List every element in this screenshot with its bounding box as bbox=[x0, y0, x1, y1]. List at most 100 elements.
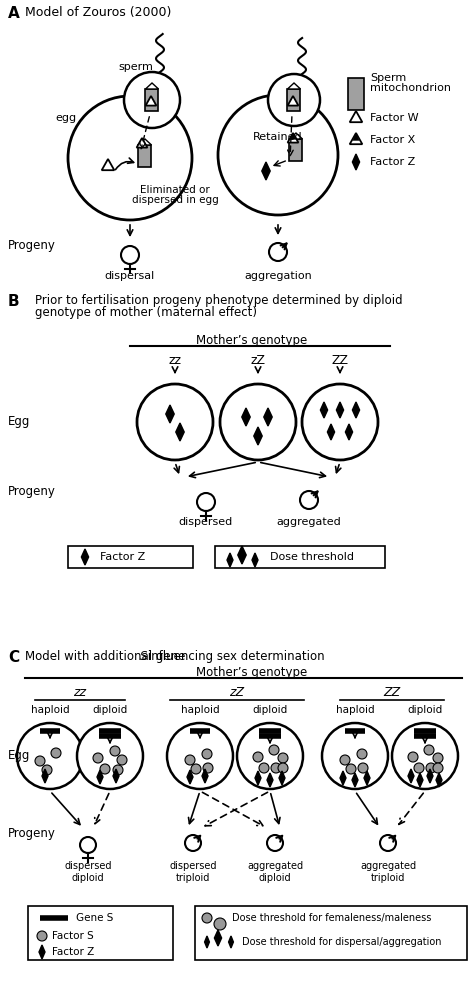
Text: zZ: zZ bbox=[229, 685, 245, 698]
Bar bbox=[348, 78, 364, 110]
Text: Egg: Egg bbox=[8, 750, 30, 763]
Polygon shape bbox=[288, 133, 299, 143]
Text: diploid: diploid bbox=[407, 705, 443, 715]
Circle shape bbox=[185, 835, 201, 851]
Polygon shape bbox=[255, 771, 261, 785]
Circle shape bbox=[185, 755, 195, 765]
Circle shape bbox=[300, 491, 318, 509]
Bar bbox=[138, 145, 152, 167]
Bar bbox=[68, 546, 193, 568]
Circle shape bbox=[218, 95, 338, 215]
Polygon shape bbox=[138, 139, 152, 145]
Polygon shape bbox=[328, 424, 335, 440]
Text: Mother’s genotype: Mother’s genotype bbox=[196, 666, 308, 679]
Text: dispersal: dispersal bbox=[105, 271, 155, 281]
Polygon shape bbox=[252, 553, 258, 567]
Circle shape bbox=[380, 835, 396, 851]
Text: C: C bbox=[8, 650, 19, 665]
Text: Factor Z: Factor Z bbox=[52, 947, 94, 957]
Text: A: A bbox=[8, 6, 20, 21]
Polygon shape bbox=[205, 936, 210, 948]
Bar bbox=[215, 546, 385, 568]
Text: ZZ: ZZ bbox=[331, 354, 348, 366]
Text: haploid: haploid bbox=[336, 705, 374, 715]
Circle shape bbox=[37, 931, 47, 941]
Text: aggregated
diploid: aggregated diploid bbox=[247, 861, 303, 883]
Polygon shape bbox=[290, 133, 296, 140]
Circle shape bbox=[357, 749, 367, 759]
Circle shape bbox=[167, 723, 233, 789]
Text: Sperm: Sperm bbox=[370, 73, 406, 83]
Polygon shape bbox=[352, 773, 358, 787]
Text: Factor S: Factor S bbox=[52, 931, 94, 941]
Text: dispersed
diploid: dispersed diploid bbox=[64, 861, 112, 883]
Polygon shape bbox=[288, 83, 301, 89]
Circle shape bbox=[269, 243, 287, 261]
Circle shape bbox=[414, 763, 424, 773]
Text: egg: egg bbox=[55, 113, 76, 123]
Text: Gene S: Gene S bbox=[76, 913, 113, 923]
Polygon shape bbox=[427, 769, 433, 783]
Polygon shape bbox=[187, 770, 193, 784]
Circle shape bbox=[203, 763, 213, 773]
Circle shape bbox=[268, 74, 320, 126]
Polygon shape bbox=[352, 154, 360, 170]
Polygon shape bbox=[288, 96, 299, 105]
Polygon shape bbox=[146, 96, 156, 105]
Circle shape bbox=[137, 384, 213, 460]
Polygon shape bbox=[39, 945, 45, 959]
Circle shape bbox=[408, 752, 418, 762]
Circle shape bbox=[77, 723, 143, 789]
Circle shape bbox=[269, 745, 279, 755]
Polygon shape bbox=[137, 138, 147, 148]
Text: haploid: haploid bbox=[181, 705, 219, 715]
Bar bbox=[290, 139, 302, 161]
Circle shape bbox=[220, 384, 296, 460]
Polygon shape bbox=[227, 553, 233, 567]
Text: Dose threshold for femaleness/maleness: Dose threshold for femaleness/maleness bbox=[232, 913, 431, 923]
Circle shape bbox=[80, 837, 96, 853]
Text: zz: zz bbox=[168, 354, 182, 366]
Circle shape bbox=[237, 723, 303, 789]
Polygon shape bbox=[97, 770, 103, 784]
Polygon shape bbox=[417, 773, 423, 787]
Circle shape bbox=[267, 835, 283, 851]
Polygon shape bbox=[176, 423, 184, 441]
Circle shape bbox=[302, 384, 378, 460]
Polygon shape bbox=[228, 936, 233, 948]
Text: mitochondrion: mitochondrion bbox=[370, 83, 451, 93]
Circle shape bbox=[278, 763, 288, 773]
Circle shape bbox=[253, 752, 263, 762]
Circle shape bbox=[113, 765, 123, 775]
Circle shape bbox=[191, 764, 201, 774]
Circle shape bbox=[100, 764, 110, 774]
Circle shape bbox=[35, 756, 45, 766]
Polygon shape bbox=[364, 771, 370, 785]
Polygon shape bbox=[238, 546, 246, 564]
Polygon shape bbox=[320, 402, 328, 418]
Text: diploid: diploid bbox=[92, 705, 128, 715]
Text: aggregation: aggregation bbox=[244, 271, 312, 281]
Circle shape bbox=[214, 918, 226, 930]
Circle shape bbox=[17, 723, 83, 789]
Polygon shape bbox=[242, 408, 250, 426]
Circle shape bbox=[433, 753, 443, 763]
Circle shape bbox=[117, 755, 127, 765]
Circle shape bbox=[278, 753, 288, 763]
Circle shape bbox=[424, 745, 434, 755]
Polygon shape bbox=[290, 133, 302, 139]
Text: Eliminated or: Eliminated or bbox=[140, 185, 210, 195]
Text: zz: zz bbox=[73, 685, 86, 698]
Polygon shape bbox=[82, 549, 89, 565]
Text: aggregated: aggregated bbox=[277, 517, 341, 527]
Text: Prior to fertilisation progeny phenotype determined by diploid: Prior to fertilisation progeny phenotype… bbox=[35, 294, 402, 307]
Polygon shape bbox=[264, 408, 272, 426]
Text: Factor W: Factor W bbox=[370, 113, 419, 123]
Polygon shape bbox=[350, 133, 362, 144]
Circle shape bbox=[346, 764, 356, 774]
Polygon shape bbox=[436, 773, 442, 787]
Circle shape bbox=[358, 763, 368, 773]
Circle shape bbox=[51, 748, 61, 758]
Polygon shape bbox=[353, 133, 359, 141]
Polygon shape bbox=[340, 771, 346, 785]
